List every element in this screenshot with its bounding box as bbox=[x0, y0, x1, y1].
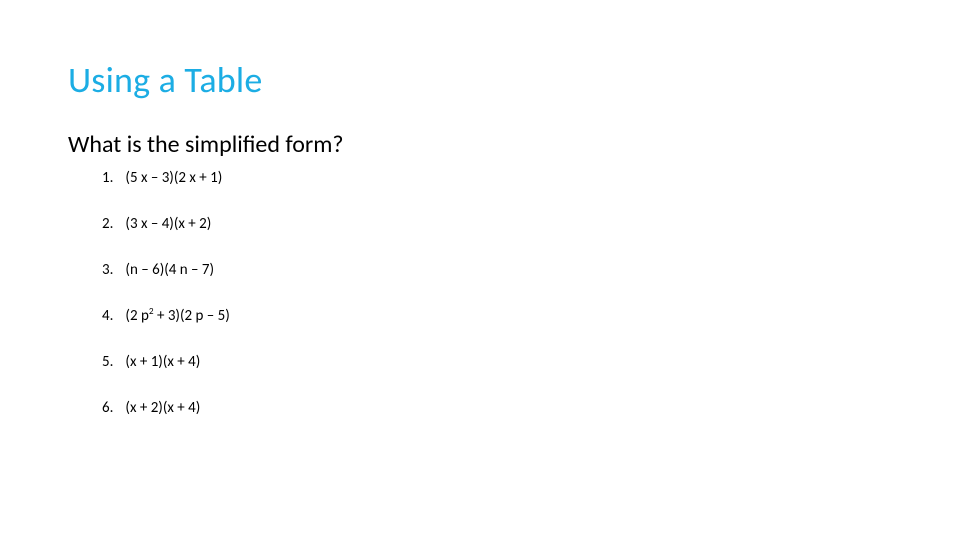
list-item: 6. (x + 2)(x + 4) bbox=[102, 371, 960, 417]
item-expression: (x + 1)(x + 4) bbox=[125, 353, 200, 371]
list-item: 2. (3 x – 4)(x + 2) bbox=[102, 187, 960, 233]
slide: Using a Table What is the simplified for… bbox=[0, 0, 960, 540]
item-number: 1. bbox=[102, 169, 122, 187]
list-item: 3. (n – 6)(4 n – 7) bbox=[102, 233, 960, 279]
slide-title: Using a Table bbox=[68, 58, 960, 102]
item-expr-post: + 3)(2 p – 5) bbox=[154, 307, 230, 325]
item-expression: (n – 6)(4 n – 7) bbox=[125, 261, 214, 279]
item-expr-pre: (2 p bbox=[125, 307, 148, 325]
item-number: 2. bbox=[102, 215, 122, 233]
item-number: 3. bbox=[102, 261, 122, 279]
item-expression: (3 x – 4)(x + 2) bbox=[125, 215, 211, 233]
item-number: 4. bbox=[102, 307, 122, 325]
list-item: 5. (x + 1)(x + 4) bbox=[102, 325, 960, 371]
item-number: 5. bbox=[102, 353, 122, 371]
list-item: 4. (2 p2 + 3)(2 p – 5) bbox=[102, 279, 960, 325]
slide-subtitle: What is the simplified form? bbox=[68, 130, 960, 159]
item-expression: (5 x – 3)(2 x + 1) bbox=[125, 169, 222, 187]
problem-list: 1. (5 x – 3)(2 x + 1) 2. (3 x – 4)(x + 2… bbox=[102, 169, 960, 417]
item-expression: (2 p2 + 3)(2 p – 5) bbox=[125, 307, 229, 325]
item-expression: (x + 2)(x + 4) bbox=[125, 399, 200, 417]
list-item: 1. (5 x – 3)(2 x + 1) bbox=[102, 169, 960, 187]
item-number: 6. bbox=[102, 399, 122, 417]
